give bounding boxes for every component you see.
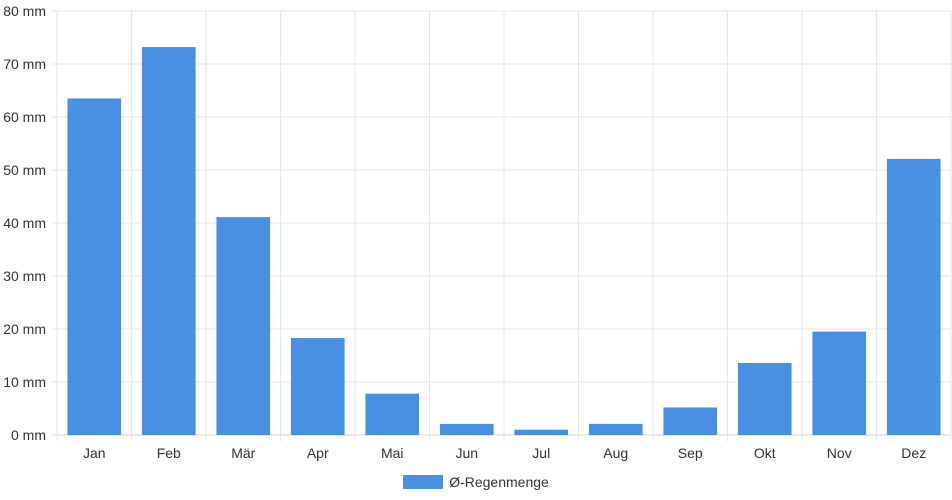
grid-lines [52, 10, 952, 441]
y-axis-tick-labels: 0 mm 10 mm 20 mm 30 mm 40 mm 50 mm 60 mm 70 mm 8… [3, 3, 46, 443]
y-tick-label: 10 mm [3, 374, 46, 390]
bar-Mär[interactable] [216, 217, 271, 435]
y-tick-label: 50 mm [3, 162, 46, 178]
bars [67, 47, 941, 435]
bar-Jun[interactable] [439, 423, 494, 435]
rainfall-bar-chart: 0 mm 10 mm 20 mm 30 mm 40 mm 50 mm 60 mm 70 mm 8… [3, 3, 952, 461]
legend-swatch [403, 475, 444, 489]
bar-Mai[interactable] [365, 393, 420, 435]
y-tick-label: 60 mm [3, 109, 46, 125]
bar-Sep[interactable] [663, 407, 718, 435]
y-tick-label: 20 mm [3, 321, 46, 337]
x-tick-label: Nov [827, 445, 852, 461]
legend-label: Ø-Regenmenge [449, 474, 549, 490]
x-axis-tick-labels: Jan Feb Mär Apr Mai Jun Jul Aug Sep Okt Nov Dez [83, 445, 926, 461]
legend[interactable]: Ø-Regenmenge [0, 472, 952, 492]
x-tick-label: Jul [532, 445, 550, 461]
bar-Nov[interactable] [812, 331, 867, 435]
x-tick-label: Mär [231, 445, 255, 461]
y-tick-label: 40 mm [3, 215, 46, 231]
bar-Aug[interactable] [588, 423, 643, 435]
x-tick-label: Dez [901, 445, 926, 461]
bar-Dez[interactable] [886, 158, 941, 435]
x-tick-label: Jun [455, 445, 478, 461]
bar-Jul[interactable] [514, 429, 569, 435]
y-tick-label: 80 mm [3, 3, 46, 19]
x-tick-label: Aug [603, 445, 628, 461]
x-tick-label: Jan [83, 445, 106, 461]
bar-Apr[interactable] [290, 338, 345, 435]
x-tick-label: Mai [381, 445, 404, 461]
x-tick-label: Apr [307, 445, 329, 461]
x-tick-label: Okt [754, 445, 776, 461]
y-tick-label: 30 mm [3, 268, 46, 284]
y-tick-label: 0 mm [11, 427, 46, 443]
bar-Feb[interactable] [141, 47, 196, 435]
y-tick-label: 70 mm [3, 56, 46, 72]
x-tick-label: Feb [157, 445, 181, 461]
bar-Okt[interactable] [737, 362, 792, 435]
bar-Jan[interactable] [67, 98, 122, 435]
x-tick-label: Sep [678, 445, 703, 461]
